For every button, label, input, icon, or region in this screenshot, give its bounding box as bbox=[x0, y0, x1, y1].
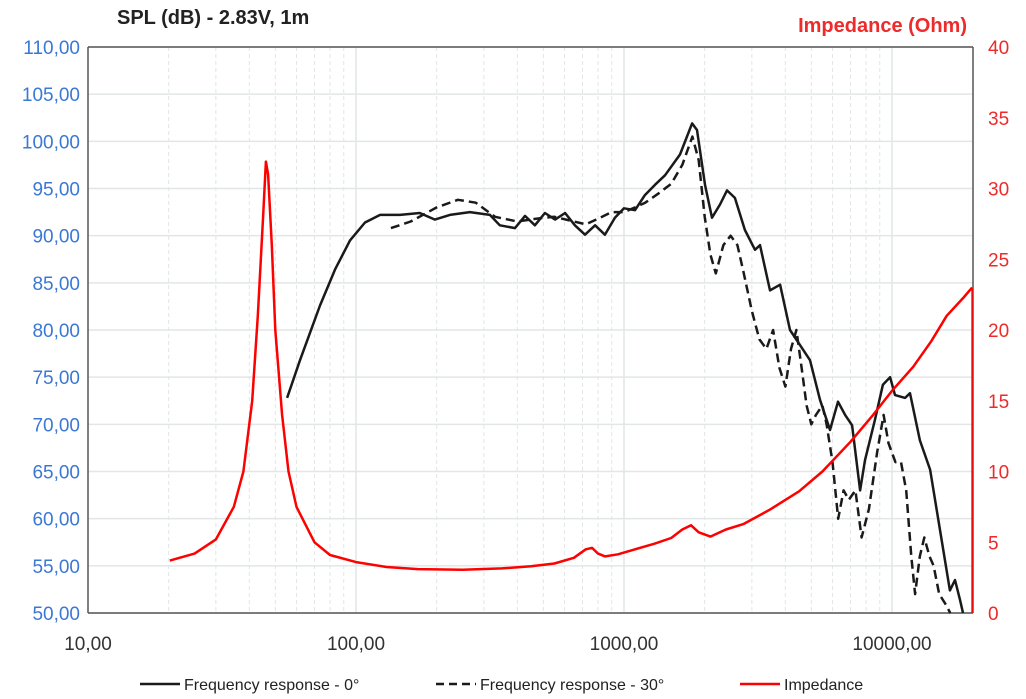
y-tick-label: 55,00 bbox=[32, 557, 80, 578]
y-tick-label: 70,00 bbox=[32, 415, 80, 436]
y-tick-label: 110,00 bbox=[23, 38, 80, 59]
series-impedance bbox=[169, 160, 974, 572]
y2-tick-label: 20 bbox=[988, 321, 1009, 342]
right-axis-title: Impedance (Ohm) bbox=[798, 15, 967, 37]
y-tick-label: 85,00 bbox=[32, 274, 80, 295]
y2-tick-label: 5 bbox=[988, 533, 999, 554]
x-tick-label: 1000,00 bbox=[590, 634, 659, 655]
left-axis-title: SPL (dB) - 2.83V, 1m bbox=[117, 7, 309, 29]
series-group bbox=[169, 122, 974, 614]
x-tick-label: 10,00 bbox=[64, 634, 112, 655]
y2-tick-label: 40 bbox=[988, 38, 1009, 59]
y-tick-label: 90,00 bbox=[32, 227, 80, 248]
x-tick-label: 100,00 bbox=[327, 634, 385, 655]
legend-label-0deg: Frequency response - 0° bbox=[184, 677, 359, 694]
y2-tick-label: 30 bbox=[988, 180, 1009, 201]
series-frequency-response-0deg bbox=[285, 122, 965, 614]
y2-tick-label: 15 bbox=[988, 392, 1009, 413]
y-tick-label: 60,00 bbox=[32, 510, 80, 531]
y-tick-label: 50,00 bbox=[32, 604, 80, 625]
legend: Frequency response - 0° Frequency respon… bbox=[140, 677, 863, 694]
legend-label-30deg: Frequency response - 30° bbox=[480, 677, 664, 694]
y2-tick-label: 0 bbox=[988, 604, 999, 625]
x-tick-label: 10000,00 bbox=[852, 634, 931, 655]
series-frequency-response-30deg bbox=[390, 135, 952, 614]
y2-tick-label: 25 bbox=[988, 250, 1009, 271]
y-tick-label: 80,00 bbox=[32, 321, 80, 342]
y-tick-label: 105,00 bbox=[22, 85, 80, 106]
y-tick-label: 75,00 bbox=[32, 368, 80, 389]
y-tick-label: 95,00 bbox=[32, 180, 80, 201]
grid bbox=[88, 46, 973, 614]
tick-labels: 50,00 55,00 60,00 65,00 70,00 75,00 80,00 85,00… bbox=[22, 38, 1009, 655]
y-tick-label: 65,00 bbox=[32, 463, 80, 484]
y-tick-label: 100,00 bbox=[22, 132, 80, 153]
legend-label-impedance: Impedance bbox=[784, 677, 863, 694]
y2-tick-label: 10 bbox=[988, 463, 1009, 484]
y2-tick-label: 35 bbox=[988, 109, 1009, 130]
